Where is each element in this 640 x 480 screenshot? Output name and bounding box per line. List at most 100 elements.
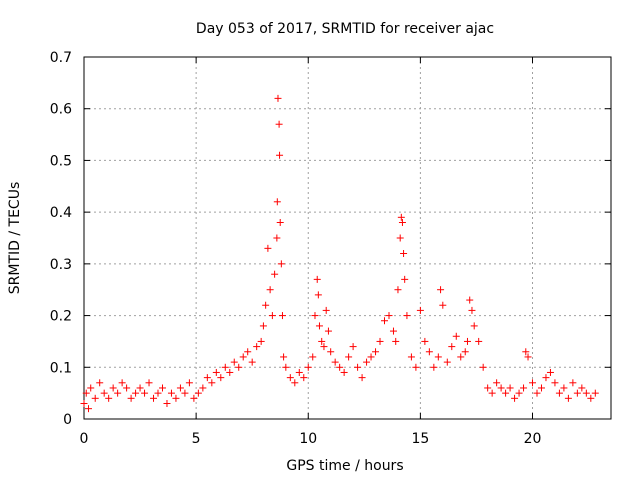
data-point [506,384,514,392]
x-tick-labels: 0 5 10 15 20 [80,431,542,447]
data-point [273,234,281,242]
data-point [322,306,330,314]
data-point [537,384,545,392]
data-point [266,286,274,294]
data-point [194,389,202,397]
y-tick-label: 0.7 [50,50,72,66]
data-point [578,384,586,392]
data-point [331,358,339,366]
data-point [468,306,476,314]
data-point [560,384,568,392]
data-point [276,151,284,159]
data-point [358,374,366,382]
data-point [300,374,308,382]
data-point [515,389,523,397]
data-point [176,384,184,392]
data-point [311,312,319,320]
data-point [154,389,162,397]
data-point [264,244,272,252]
data-point [437,286,445,294]
data-point [448,343,456,351]
data-point [282,363,290,371]
data-point [324,327,332,335]
data-point [555,389,563,397]
data-point [340,368,348,376]
data-point [591,389,599,397]
data-point [163,399,171,407]
y-axis-label: SRMTID / TECUs [7,182,23,295]
data-point [529,379,537,387]
y-tick-label: 0.6 [50,102,72,118]
data-point [582,389,590,397]
grid [84,57,611,419]
data-point [280,353,288,361]
data-point [82,389,90,397]
data-point [320,343,328,351]
data-point [185,379,193,387]
data-point [262,301,270,309]
data-point [475,337,483,345]
data-point [199,384,207,392]
data-point [203,374,211,382]
data-point [394,286,402,294]
data-point [271,270,279,278]
data-point [304,363,312,371]
data-point [434,353,442,361]
data-point [345,353,353,361]
data-point [230,358,238,366]
data-point [479,363,487,371]
data-point [430,363,438,371]
data-point [502,389,510,397]
data-point [533,389,541,397]
data-point [96,379,104,387]
data-point [463,337,471,345]
data-points [80,94,599,413]
data-point [497,384,505,392]
data-point [397,213,405,221]
data-point [401,275,409,283]
data-point [84,405,92,413]
x-axis-label: GPS time / hours [286,458,403,474]
data-point [403,312,411,320]
data-point [239,353,247,361]
x-tick-label: 10 [299,431,317,447]
data-point [158,384,166,392]
data-point [80,399,88,407]
data-point [425,348,433,356]
data-point [123,384,131,392]
data-point [573,389,581,397]
data-point [407,353,415,361]
data-point [336,363,344,371]
data-point [439,301,447,309]
data-point [87,384,95,392]
data-point [181,389,189,397]
data-point [466,296,474,304]
data-point [277,260,285,268]
data-point [136,384,144,392]
data-point [367,353,375,361]
data-point [275,120,283,128]
data-point [253,343,261,351]
y-tick-labels: 0 0.1 0.2 0.3 0.4 0.5 0.6 0.7 [50,50,72,428]
data-point [114,389,122,397]
data-point [145,379,153,387]
data-point [569,379,577,387]
data-point [493,379,501,387]
data-point [100,389,108,397]
data-point [309,353,317,361]
data-point [172,394,180,402]
data-point [421,337,429,345]
data-point [212,368,220,376]
data-point [315,322,323,330]
data-point [235,363,243,371]
y-tick-label: 0.1 [50,360,72,376]
data-point [208,379,216,387]
x-tick-label: 20 [524,431,542,447]
data-point [511,394,519,402]
data-point [257,337,265,345]
data-point [372,348,380,356]
data-point [190,394,198,402]
data-point [385,312,393,320]
data-point [484,384,492,392]
data-point [314,291,322,299]
